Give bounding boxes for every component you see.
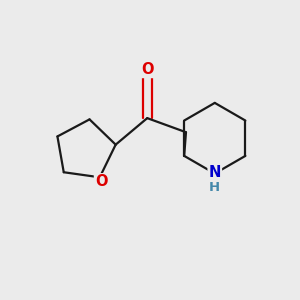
Text: O: O (141, 62, 154, 77)
Text: O: O (95, 174, 107, 189)
Text: N: N (208, 165, 221, 180)
Text: H: H (209, 181, 220, 194)
